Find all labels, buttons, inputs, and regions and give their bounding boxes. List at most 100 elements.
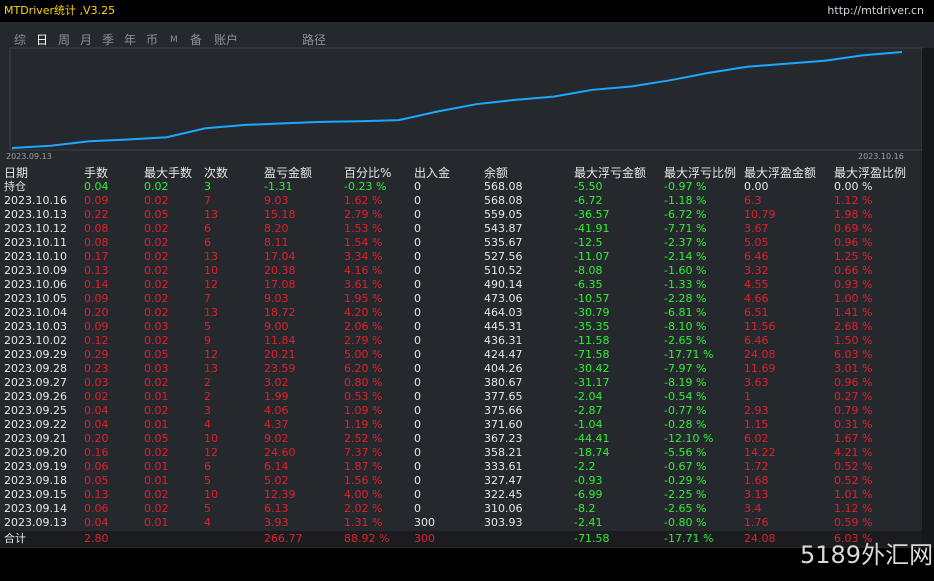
watermark: 5189外汇网 (800, 541, 934, 569)
cell: 424.47 (484, 348, 523, 361)
cell: -1.33 % (664, 278, 707, 291)
cell: -6.72 (574, 194, 603, 207)
cell: -8.19 % (664, 376, 707, 389)
row-label: 持仓 (4, 180, 26, 193)
cell: 0 (414, 208, 421, 221)
cell: 11.56 (744, 320, 776, 333)
cell: 18.72 (264, 306, 296, 319)
cell: 4 (204, 516, 211, 529)
cell: 0 (414, 320, 421, 333)
tab[interactable]: 季 (102, 33, 115, 47)
cell: 10 (204, 264, 218, 277)
cell: 0.05 (144, 348, 169, 361)
cell: 4.20 % (344, 306, 383, 319)
cell: 1.72 (744, 460, 769, 473)
cell: 0.02 (144, 236, 169, 249)
cell: 0.96 % (834, 236, 873, 249)
scrollbar (922, 48, 934, 548)
cell: -2.37 % (664, 236, 707, 249)
tab[interactable]: M (170, 35, 178, 45)
cell: 9 (204, 334, 211, 347)
cell: 0 (414, 488, 421, 501)
tab[interactable]: 备 (190, 33, 203, 47)
cell: 0.17 (84, 250, 109, 263)
cell: 9.03 (264, 292, 289, 305)
cell: 0.02 (144, 306, 169, 319)
cell: -8.08 (574, 264, 603, 277)
cell: 1.56 % (344, 474, 383, 487)
row-label: 2023.09.13 (4, 516, 67, 529)
cell: 0.31 % (834, 418, 873, 431)
cell: 1.68 (744, 474, 769, 487)
cell: 4.06 (264, 404, 289, 417)
row-label: 2023.09.21 (4, 432, 67, 445)
cell: -2.41 (574, 516, 603, 529)
cell: 13 (204, 362, 218, 375)
tab[interactable]: 账户 (214, 33, 239, 47)
url: http://mtdriver.cn (827, 4, 924, 17)
cell: 17.08 (264, 278, 296, 291)
cell: 4.21 % (834, 446, 873, 459)
cell: 0.01 (144, 418, 169, 431)
cell: 1.99 (264, 390, 289, 403)
cell: -36.57 (574, 208, 610, 221)
cell: -0.29 % (664, 474, 707, 487)
tab[interactable]: 综 (14, 33, 27, 47)
footer-cell: -17.71 % (664, 532, 714, 545)
cell: 0.01 (144, 460, 169, 473)
cell: 6.13 (264, 502, 289, 515)
cell: 0.00 (744, 180, 769, 193)
row-label: 2023.09.20 (4, 446, 67, 459)
cell: 3 (204, 404, 211, 417)
cell: 3.13 (744, 488, 769, 501)
tab[interactable]: 年 (124, 33, 137, 47)
cell: 5.00 % (344, 348, 383, 361)
cell: 0.20 (84, 432, 109, 445)
cell: 473.06 (484, 292, 523, 305)
cell: 10 (204, 488, 218, 501)
row-label: 2023.09.25 (4, 404, 67, 417)
cell: 1.01 % (834, 488, 873, 501)
tab[interactable]: 币 (146, 33, 159, 47)
cell: 3.32 (744, 264, 769, 277)
cell: 0.01 (144, 516, 169, 529)
tab[interactable]: 周 (58, 33, 71, 47)
cell: 0.53 % (344, 390, 383, 403)
tab[interactable]: 日 (36, 33, 49, 47)
cell: 0 (414, 502, 421, 515)
cell: 490.14 (484, 278, 523, 291)
row-label: 2023.09.15 (4, 488, 67, 501)
cell: 0.01 (144, 474, 169, 487)
cell: 1.09 % (344, 404, 383, 417)
cell: 2.06 % (344, 320, 383, 333)
cell: 327.47 (484, 474, 523, 487)
cell: 0.05 (144, 432, 169, 445)
cell: 2.79 % (344, 208, 383, 221)
cell: 0 (414, 362, 421, 375)
cell: 375.66 (484, 404, 523, 417)
cell: 20.38 (264, 264, 296, 277)
cell: 4.55 (744, 278, 769, 291)
cell: 15.18 (264, 208, 296, 221)
cell: 0 (414, 390, 421, 403)
cell: -6.35 (574, 278, 603, 291)
cell: 380.67 (484, 376, 523, 389)
cell: 9.03 (264, 194, 289, 207)
tab[interactable]: 月 (80, 33, 93, 47)
cell: 535.67 (484, 236, 523, 249)
column-header: 手数 (84, 166, 109, 180)
cell: 6.3 (744, 194, 762, 207)
cell: -0.97 % (664, 180, 707, 193)
cell: 0.12 (84, 334, 109, 347)
cell: 0.08 (84, 236, 109, 249)
footer-band (0, 531, 922, 547)
row-label: 2023.10.16 (4, 194, 67, 207)
cell: 3.61 % (344, 278, 383, 291)
cell: 6 (204, 460, 211, 473)
cell: 3 (204, 180, 211, 193)
tab[interactable]: 路径 (302, 33, 327, 47)
cell: 2 (204, 376, 211, 389)
column-header: 最大手数 (144, 166, 193, 180)
cell: 0.02 (144, 446, 169, 459)
